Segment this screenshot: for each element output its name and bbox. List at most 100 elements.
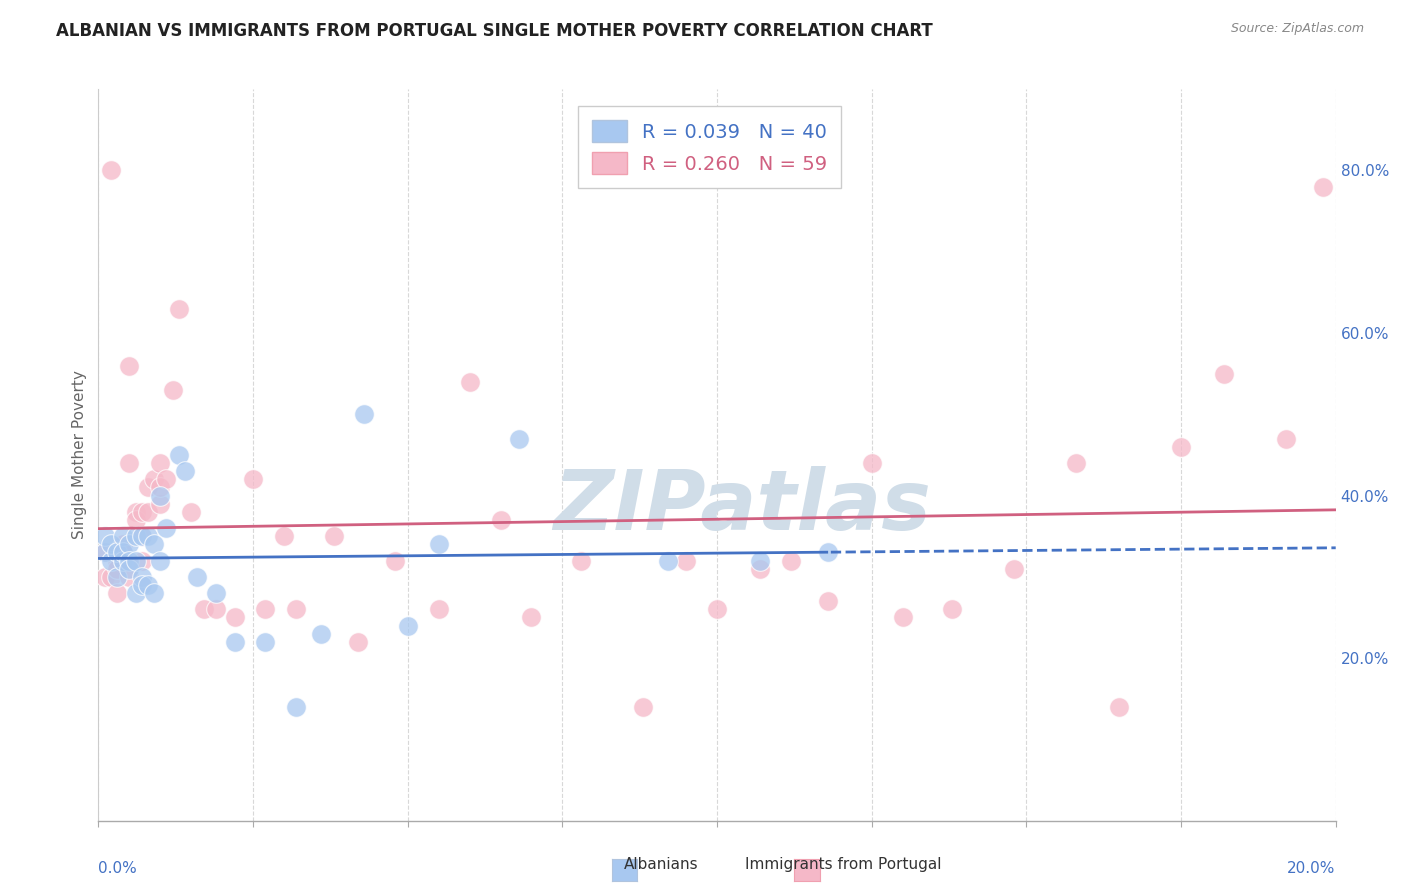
Point	[112, 545, 135, 559]
Point	[860, 456, 883, 470]
Point	[941, 602, 963, 616]
Point	[131, 553, 153, 567]
Point	[100, 537, 122, 551]
Point	[706, 602, 728, 616]
Text: ALBANIAN VS IMMIGRANTS FROM PORTUGAL SINGLE MOTHER POVERTY CORRELATION CHART: ALBANIAN VS IMMIGRANTS FROM PORTUGAL SIN…	[56, 22, 934, 40]
Point	[136, 578, 159, 592]
Point	[93, 570, 115, 584]
Point	[112, 545, 135, 559]
Point	[675, 553, 697, 567]
Text: Albanians: Albanians	[623, 857, 699, 872]
Point	[167, 448, 190, 462]
Point	[1002, 562, 1025, 576]
Point	[569, 553, 592, 567]
Point	[224, 635, 246, 649]
Point	[174, 464, 197, 478]
Text: ZIPatlas: ZIPatlas	[553, 466, 931, 547]
Point	[322, 529, 344, 543]
Point	[149, 497, 172, 511]
Point	[167, 301, 190, 316]
Point	[105, 562, 128, 576]
Point	[205, 586, 228, 600]
Point	[118, 537, 141, 551]
Point	[508, 432, 530, 446]
Point	[427, 602, 450, 616]
Point	[1275, 432, 1298, 446]
Point	[891, 610, 914, 624]
Point	[489, 513, 512, 527]
Point	[285, 602, 308, 616]
Legend: R = 0.039   N = 40, R = 0.260   N = 59: R = 0.039 N = 40, R = 0.260 N = 59	[578, 106, 841, 188]
Point	[118, 570, 141, 584]
Point	[93, 545, 115, 559]
Point	[1108, 699, 1130, 714]
Point	[143, 537, 166, 551]
Point	[193, 602, 215, 616]
Text: 20.0%: 20.0%	[1288, 861, 1336, 876]
Point	[780, 553, 803, 567]
Text: 0.0%: 0.0%	[98, 861, 138, 876]
Point	[105, 570, 128, 584]
Point	[143, 586, 166, 600]
Point	[93, 529, 115, 543]
Point	[1064, 456, 1087, 470]
Point	[309, 626, 332, 640]
Point	[1170, 440, 1192, 454]
Point	[118, 359, 141, 373]
Point	[124, 505, 146, 519]
Point	[458, 375, 481, 389]
Point	[124, 586, 146, 600]
Point	[105, 545, 128, 559]
Point	[93, 545, 115, 559]
Point	[180, 505, 202, 519]
Point	[136, 480, 159, 494]
Point	[149, 456, 172, 470]
Point	[118, 456, 141, 470]
Point	[254, 635, 277, 649]
Point	[254, 602, 277, 616]
Point	[657, 553, 679, 567]
Point	[112, 553, 135, 567]
Point	[131, 529, 153, 543]
Point	[124, 553, 146, 567]
Text: Immigrants from Portugal: Immigrants from Portugal	[745, 857, 942, 872]
Point	[105, 553, 128, 567]
Point	[131, 578, 153, 592]
Point	[155, 472, 177, 486]
Point	[124, 529, 146, 543]
Point	[1312, 179, 1334, 194]
Point	[396, 618, 419, 632]
Point	[384, 553, 406, 567]
Point	[273, 529, 295, 543]
Point	[427, 537, 450, 551]
Y-axis label: Single Mother Poverty: Single Mother Poverty	[72, 370, 87, 540]
Point	[186, 570, 208, 584]
Point	[100, 570, 122, 584]
Point	[749, 553, 772, 567]
Point	[100, 553, 122, 567]
Point	[1213, 367, 1236, 381]
Point	[347, 635, 370, 649]
Point	[285, 699, 308, 714]
Point	[131, 529, 153, 543]
Point	[749, 562, 772, 576]
Point	[155, 521, 177, 535]
Point	[124, 513, 146, 527]
Point	[149, 553, 172, 567]
Point	[100, 163, 122, 178]
Point	[131, 570, 153, 584]
Point	[112, 537, 135, 551]
Point	[136, 505, 159, 519]
Point	[112, 529, 135, 543]
Point	[118, 562, 141, 576]
Point	[143, 472, 166, 486]
Point	[817, 545, 839, 559]
Point	[205, 602, 228, 616]
Point	[631, 699, 654, 714]
Point	[131, 505, 153, 519]
Point	[817, 594, 839, 608]
Point	[149, 489, 172, 503]
Point	[242, 472, 264, 486]
Point	[353, 407, 375, 421]
Point	[149, 480, 172, 494]
